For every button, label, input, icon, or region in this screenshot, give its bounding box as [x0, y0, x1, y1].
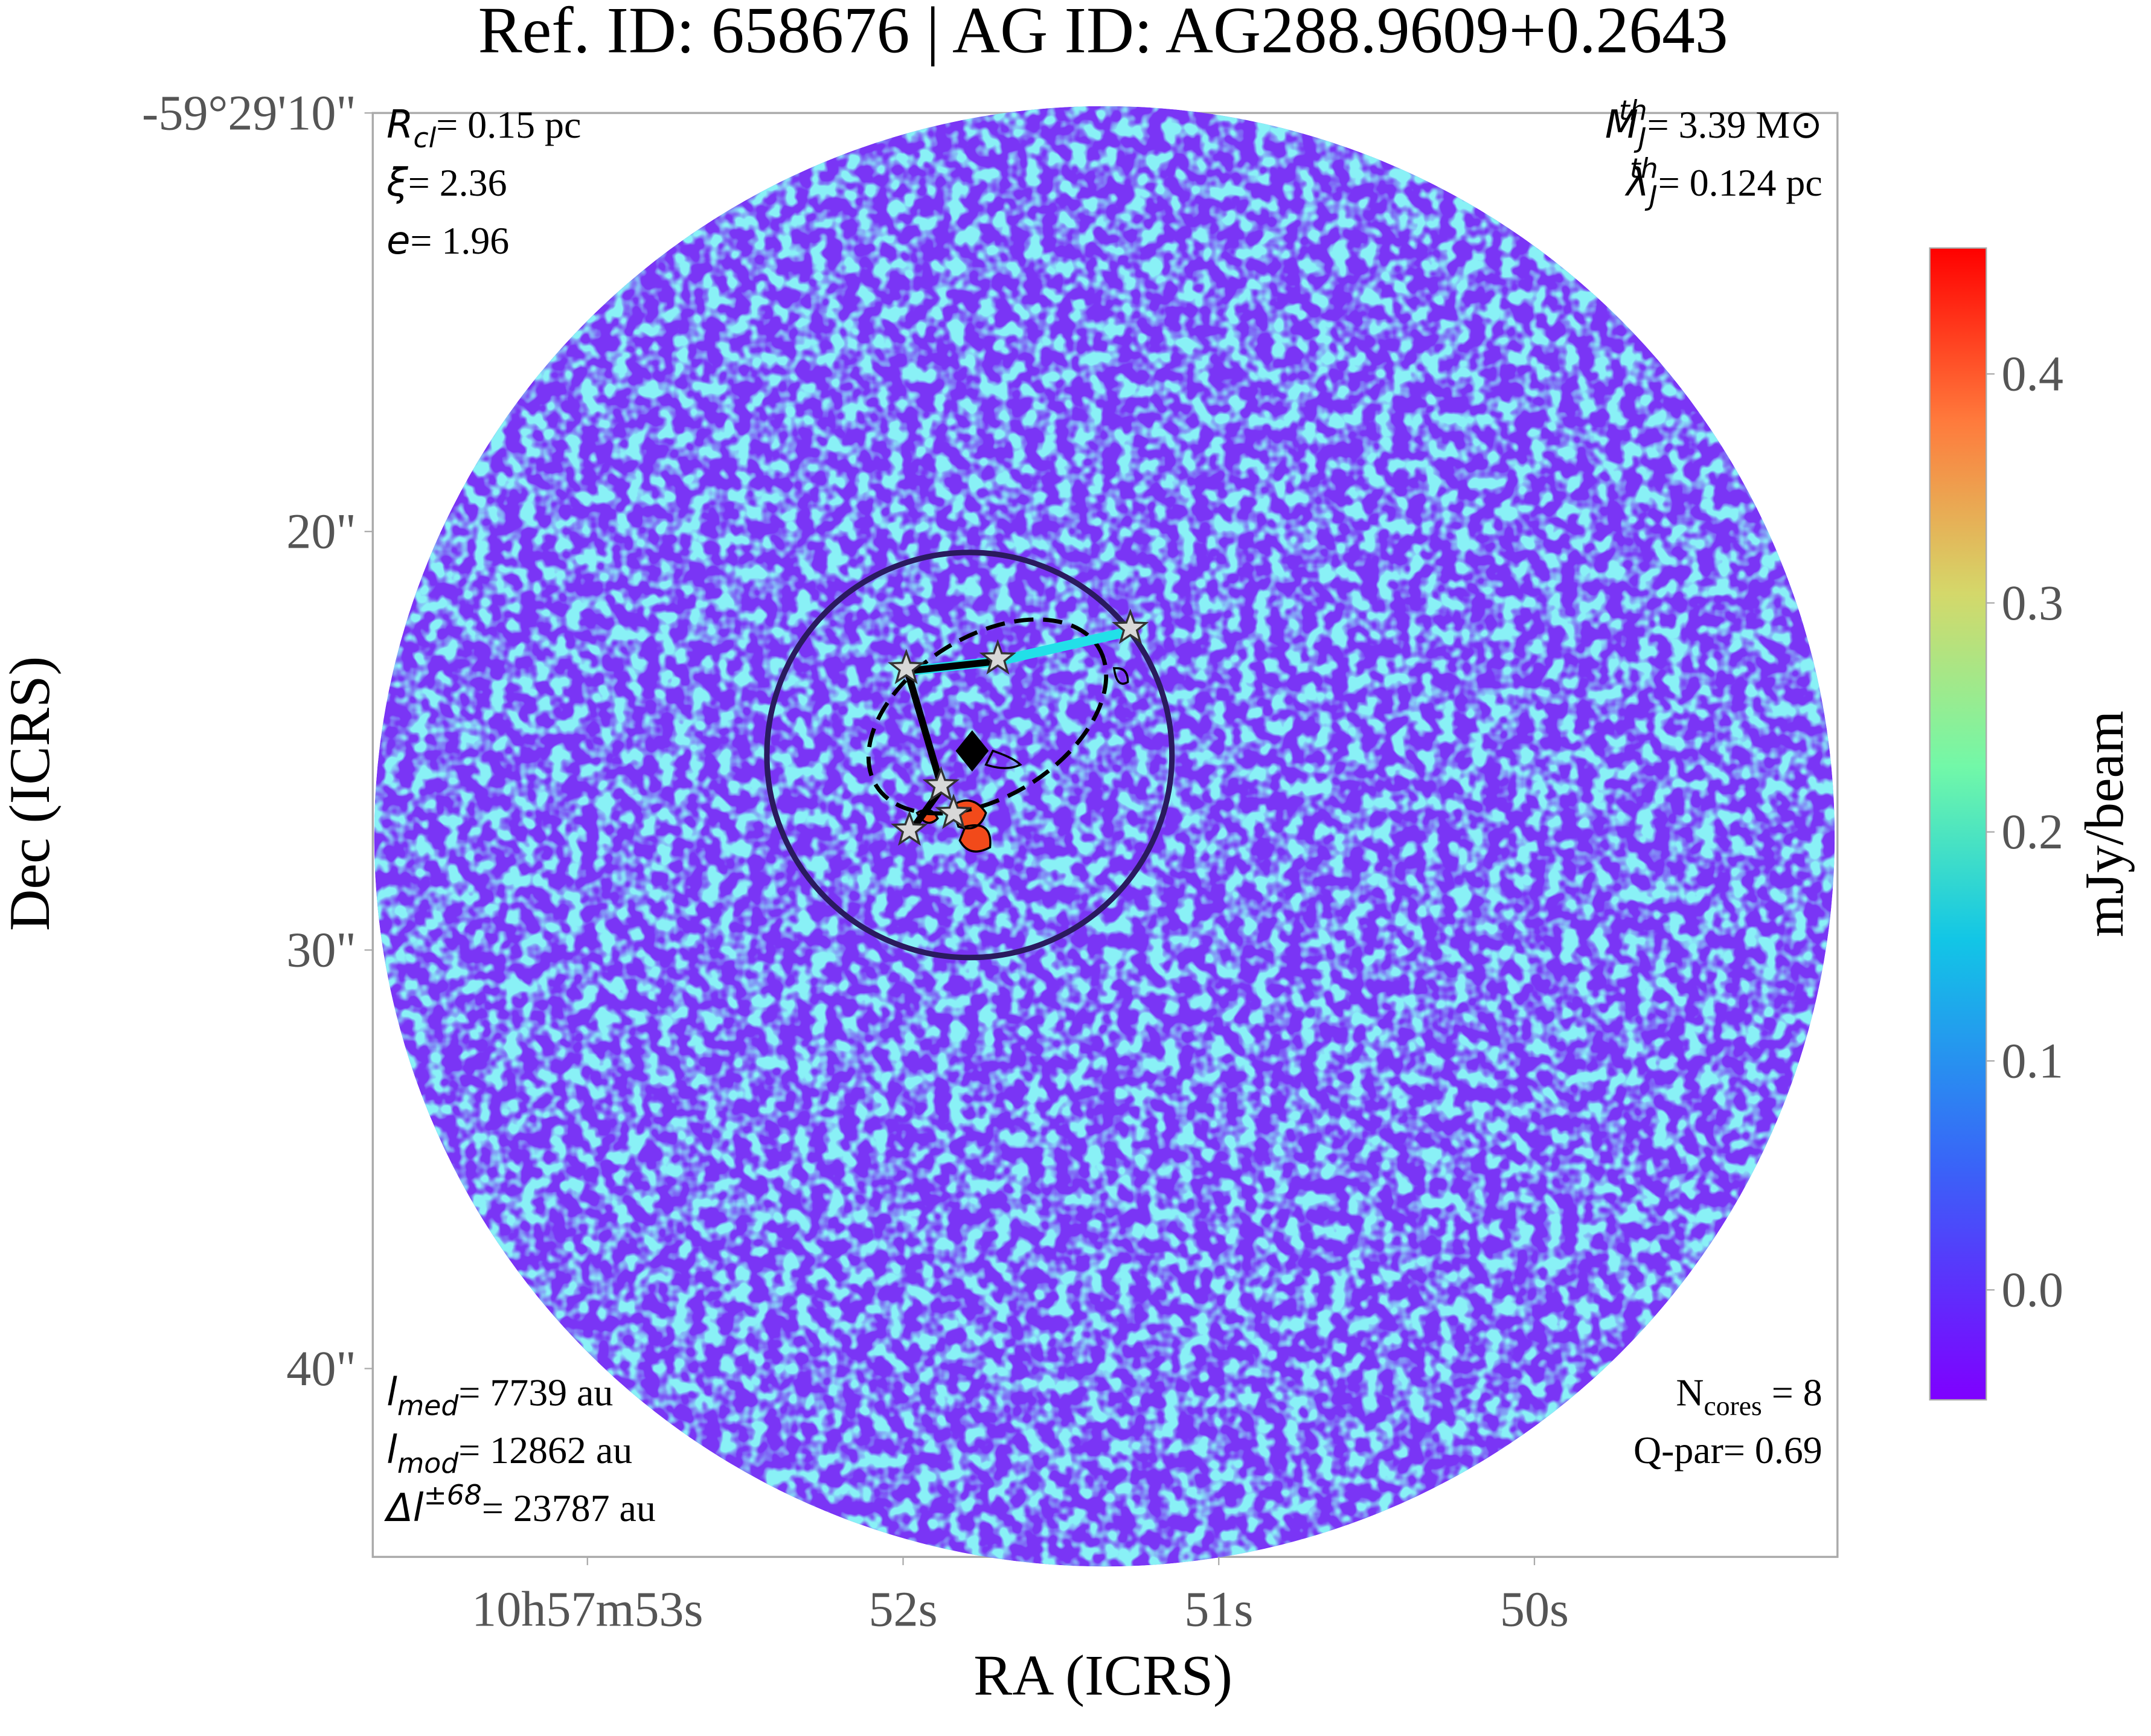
- x-axis-label: RA (ICRS): [973, 1644, 1233, 1708]
- core-star: [888, 649, 925, 685]
- map-noise: [374, 106, 1835, 1567]
- chart-title: Ref. ID: 658676 | AG ID: AG288.9609+0.26…: [478, 0, 1728, 67]
- cores: [888, 608, 1149, 846]
- annotation-text: = 8: [1762, 1371, 1822, 1414]
- annotation: Δl±68= 23787 au: [383, 1479, 656, 1531]
- annotation-text: = 0.15 pc: [436, 103, 581, 146]
- x-tick-label: 50s: [1500, 1581, 1569, 1636]
- annotation: ξ= 2.36: [386, 161, 507, 205]
- annotation-superscript: ±68: [424, 1479, 482, 1511]
- annotation-superscript: th: [1619, 95, 1647, 127]
- annotation-symbol: e: [386, 219, 410, 263]
- annotation-symbol: N: [1676, 1371, 1704, 1414]
- annotation-subscript: cl: [414, 122, 437, 154]
- annotation: lmod= 12862 au: [386, 1428, 632, 1479]
- colorbar-tick-label: 0.0: [2001, 1263, 2063, 1318]
- annotation: e= 1.96: [386, 219, 509, 263]
- annotation-text: = 23787 au: [482, 1487, 656, 1529]
- core-star: [922, 766, 960, 802]
- annotation-text: = 1.96: [410, 219, 509, 262]
- annotation: λJth= 0.124 pc: [1624, 152, 1822, 212]
- clump-circle: [764, 549, 1175, 961]
- annotation-text: = 12862 au: [458, 1429, 632, 1472]
- annotation: Q-par= 0.69: [1633, 1429, 1822, 1472]
- y-tick-label: -59°29'10": [142, 85, 356, 140]
- core-star: [979, 639, 1016, 675]
- annotation-symbol: M: [1605, 103, 1638, 147]
- annotation-text: Q-par= 0.69: [1633, 1429, 1822, 1472]
- annotation-superscript: th: [1630, 152, 1658, 184]
- colorbar-tick-label: 0.2: [2001, 804, 2063, 859]
- colorbar: [1929, 247, 1987, 1401]
- annotation: Ncores = 8: [1676, 1371, 1822, 1421]
- annotation-symbol: Δl: [383, 1486, 424, 1531]
- y-tick-label: 40": [286, 1341, 356, 1396]
- annotation-subscript: mod: [397, 1447, 459, 1479]
- x-tick-label: 51s: [1184, 1581, 1253, 1636]
- core-star: [935, 793, 972, 829]
- fit-ellipse: [866, 617, 1109, 816]
- annotation-subscript: cores: [1704, 1390, 1762, 1421]
- y-tick-label: 30": [286, 923, 356, 978]
- annotation-symbol: l: [386, 1370, 397, 1415]
- annotation-text: = 3.39 M⊙: [1647, 103, 1822, 146]
- colorbar-label: mJy/beam: [2074, 711, 2135, 937]
- annotation-text: = 2.36: [408, 161, 507, 204]
- annotation: MJth= 3.39 M⊙: [1605, 95, 1822, 155]
- annotation-subscript: med: [397, 1389, 460, 1421]
- annotation-text: = 0.124 pc: [1658, 161, 1822, 204]
- annotation-symbol: ξ: [386, 161, 408, 205]
- contour: [984, 667, 1129, 769]
- x-tick-label: 52s: [868, 1581, 937, 1636]
- colorbar-tick-label: 0.1: [2001, 1033, 2063, 1088]
- x-tick-label: 10h57m53s: [472, 1581, 703, 1636]
- image-map: [374, 106, 1835, 1567]
- colorbar-tick-label: 0.3: [2001, 575, 2063, 630]
- annotation-text: = 7739 au: [458, 1371, 613, 1414]
- annotation-symbol: l: [386, 1428, 397, 1473]
- annotation-symbol: λ: [1624, 161, 1649, 205]
- colorbar-tick-label: 0.4: [2001, 347, 2063, 402]
- y-tick-label: 20": [286, 504, 356, 559]
- core-star: [1112, 608, 1149, 644]
- annotation-symbol: R: [386, 103, 413, 147]
- core-star: [891, 810, 928, 846]
- annotation: Rcl= 0.15 pc: [386, 103, 581, 154]
- y-axis-label: Dec (ICRS): [0, 656, 62, 931]
- annotation: lmed= 7739 au: [386, 1370, 613, 1421]
